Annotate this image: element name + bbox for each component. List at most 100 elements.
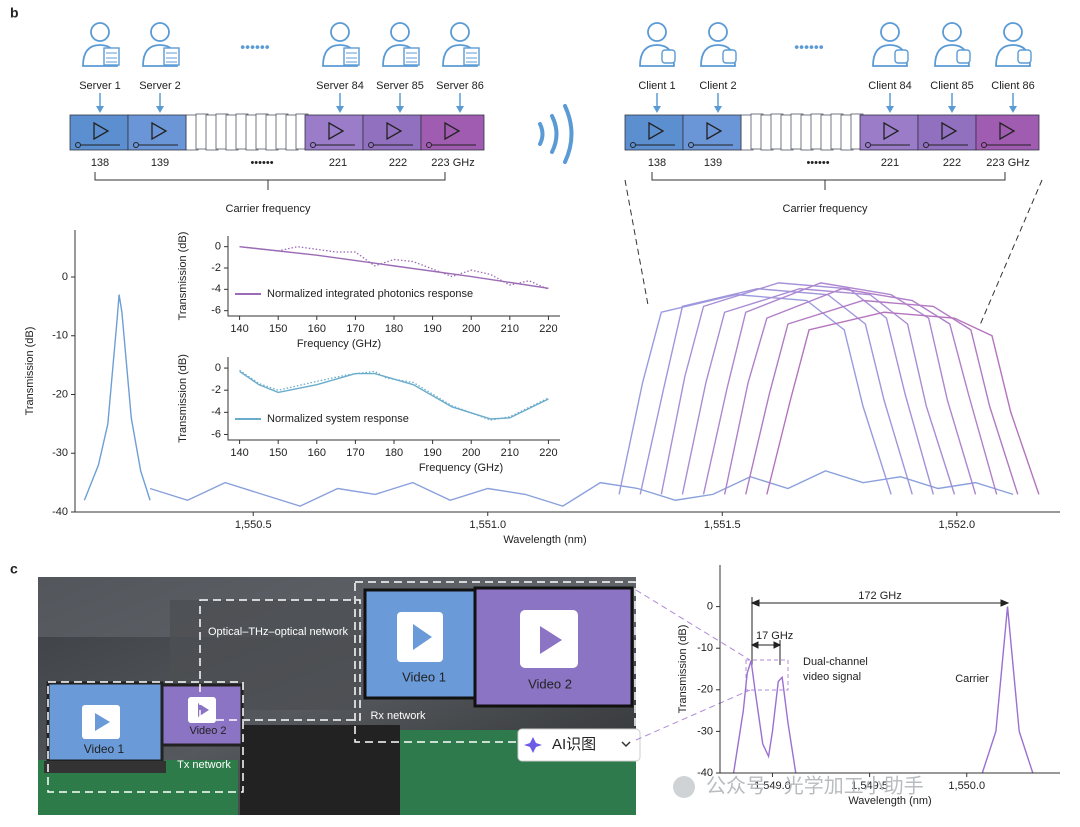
x-tick-label: 1,550.0 (948, 780, 985, 792)
zoom-line (624, 179, 649, 306)
y-tick-label: -30 (52, 447, 68, 459)
x-tick-label: 140 (230, 323, 248, 335)
series-line (732, 660, 797, 774)
person-icon (450, 22, 470, 42)
x-tick-label: 160 (308, 447, 326, 459)
x-tick-label: 1,550.5 (235, 519, 272, 531)
series-line (239, 370, 549, 420)
channel-dot (368, 142, 374, 148)
device-icon (956, 49, 971, 64)
node-label: Server 85 (376, 80, 424, 92)
play-icon (941, 121, 958, 141)
legend-label: Normalized integrated photonics response (267, 288, 473, 300)
ellipsis: •••••• (794, 39, 824, 55)
play-icon (883, 121, 900, 141)
channel-dot (981, 142, 987, 148)
series-line (702, 282, 977, 495)
y-axis-label: Transmission (dB) (24, 327, 36, 416)
channel-dot (75, 142, 81, 148)
annotation: 172 GHz (858, 590, 901, 602)
arrow (456, 106, 464, 113)
x-tick-label: 180 (385, 323, 403, 335)
node-label: Client 84 (868, 80, 911, 92)
frequency-label: 223 GHz (431, 157, 474, 169)
server-icon (343, 47, 360, 66)
y-axis-label: Transmission (dB) (177, 232, 189, 321)
series-line (723, 288, 998, 495)
node-label: Server 84 (316, 80, 364, 92)
x-tick-label: 150 (269, 323, 287, 335)
photo-label: Tx network (177, 759, 231, 771)
frequency-label: 139 (704, 157, 722, 169)
y-tick-label: -40 (52, 506, 68, 518)
node-label: Client 86 (991, 80, 1034, 92)
x-tick-label: 210 (501, 323, 519, 335)
x-tick-label: 1,551.0 (469, 519, 506, 531)
arrow (948, 106, 956, 113)
zoom-line (635, 689, 751, 741)
frequency-label: 221 (329, 157, 347, 169)
x-tick-label: 220 (539, 323, 557, 335)
bracket (94, 172, 446, 190)
channel-dot (630, 142, 636, 148)
frequency-label: 138 (648, 157, 666, 169)
x-tick-label: 170 (346, 447, 364, 459)
screen-label: Video 2 (528, 676, 572, 691)
person-icon (942, 22, 962, 42)
channel-box (917, 114, 977, 151)
x-axis-label: Wavelength (nm) (848, 795, 931, 807)
x-tick-label: 210 (501, 447, 519, 459)
person-icon (880, 22, 900, 42)
y-axis-label: Transmission (dB) (177, 354, 189, 443)
screen-label: Video 2 (189, 725, 226, 737)
node-label: Server 1 (79, 80, 121, 92)
play-icon (328, 121, 345, 141)
device-icon (661, 49, 676, 64)
node-label: Server 86 (436, 80, 484, 92)
zoom-line (635, 589, 751, 661)
person-icon (90, 22, 110, 42)
channel-box (127, 114, 187, 151)
y-tick-label: 0 (215, 362, 221, 374)
y-tick-label: 0 (707, 601, 713, 613)
x-tick-label: 1,549.5 (851, 780, 888, 792)
watermark-icon (673, 776, 695, 798)
server-icon (463, 47, 480, 66)
play-icon (444, 121, 461, 141)
photo (38, 577, 636, 815)
arrow (886, 106, 894, 113)
axis-line (227, 236, 560, 317)
y-tick-label: -4 (211, 283, 221, 295)
series-line (981, 606, 1034, 774)
annotation: Carrier (955, 673, 989, 685)
series-line (639, 288, 913, 495)
x-tick-label: 220 (539, 447, 557, 459)
annotation: 17 GHz (756, 630, 793, 642)
series-line (766, 311, 1040, 495)
arrow (156, 106, 164, 113)
y-axis-label: Transmission (dB) (677, 625, 689, 714)
y-tick-label: 0 (215, 241, 221, 253)
panel-label: b (10, 5, 19, 21)
ai-button[interactable]: AI识图 (517, 728, 641, 762)
watermark: 公众号 · 光学加工小助手 (706, 774, 924, 797)
series-line (745, 299, 1019, 495)
node-label: Client 2 (699, 80, 736, 92)
x-tick-label: 1,549.0 (754, 780, 791, 792)
ai-button-label[interactable]: AI识图 (552, 736, 596, 753)
x-tick-label: 180 (385, 447, 403, 459)
device-icon (894, 49, 909, 64)
node-label: Client 85 (930, 80, 973, 92)
y-tick-label: -10 (697, 642, 713, 654)
bracket-label: Carrier frequency (783, 203, 868, 215)
arrow (1009, 106, 1017, 113)
x-tick-label: 200 (462, 323, 480, 335)
frequency-label: 139 (151, 157, 169, 169)
person-icon (390, 22, 410, 42)
frequency-label: 223 GHz (986, 157, 1029, 169)
arrow (336, 106, 344, 113)
screen-label: Video 1 (84, 742, 125, 756)
channel-dot (310, 142, 316, 148)
zoom-line (979, 179, 1043, 326)
channel-box (682, 114, 742, 151)
